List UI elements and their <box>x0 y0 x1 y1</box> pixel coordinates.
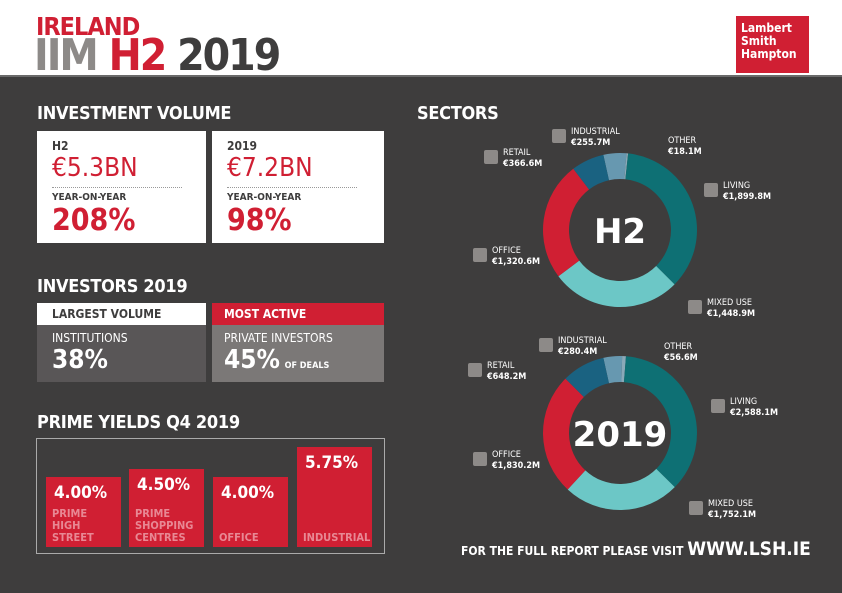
donut-slice-retail <box>573 154 609 190</box>
sector-label: LIVING €2,588.1M <box>730 397 779 418</box>
page-title: IIM H2 2019 <box>34 34 281 78</box>
yield-category: INDUSTRIAL <box>303 531 371 544</box>
title-iim: IIM <box>34 30 99 81</box>
sector-label: MIXED USE €1,752.1M <box>708 499 757 520</box>
sector-label: RETAIL €648.2M <box>487 361 527 382</box>
donut-slice-office <box>543 378 586 490</box>
sector-label: INDUSTRIAL €280.4M <box>558 336 607 357</box>
sector-label: OTHER €56.6M <box>664 342 698 363</box>
sector-label: MIXED USE €1,448.9M <box>707 298 756 319</box>
sector-label: OTHER €18.1M <box>668 136 702 157</box>
sectors-title: SECTORS <box>417 103 499 124</box>
yield-bar: 4.00% PRIME HIGH STREET <box>46 477 121 547</box>
yield-value: 4.00% <box>54 483 108 504</box>
yield-category: OFFICE <box>219 531 259 544</box>
donut-slice-office <box>542 168 590 277</box>
yield-category: PRIME SHOPPING CENTRES <box>135 507 194 544</box>
donut-slice-industrial <box>603 153 627 181</box>
donut-slice-living <box>623 356 697 488</box>
yield-category: PRIME HIGH STREET <box>52 507 94 544</box>
sector-icon <box>552 129 566 143</box>
donut-slice-industrial <box>603 355 623 384</box>
investment-title: INVESTMENT VOLUME <box>37 103 232 124</box>
sector-label: INDUSTRIAL €255.7M <box>571 127 620 148</box>
report-link[interactable]: WWW.LSH.IE <box>687 538 811 560</box>
sector-icon <box>711 399 725 413</box>
sector-label: RETAIL €366.6M <box>503 148 543 169</box>
yield-value: 5.75% <box>305 453 359 473</box>
yield-bar: 4.50% PRIME SHOPPING CENTRES <box>129 468 204 547</box>
yield-value: 4.50% <box>137 474 191 495</box>
donut-center-label: H2 <box>594 212 646 252</box>
yield-value: 4.00% <box>221 483 275 504</box>
sector-label: OFFICE €1,320.6M <box>492 246 541 267</box>
donut-slice-mixed-use <box>558 260 675 307</box>
sector-icon <box>473 452 487 466</box>
lsh-logo: Lambert Smith Hampton <box>736 16 809 73</box>
sector-label: LIVING €1,899.8M <box>723 181 772 202</box>
sector-icon <box>468 363 482 377</box>
header: IRELAND IIM H2 2019 Lambert Smith Hampton <box>0 0 842 78</box>
title-country: IRELAND <box>36 12 140 41</box>
prime-yields-chart: 4.00% PRIME HIGH STREET 4.50% PRIME SHOPPIN… <box>36 438 385 554</box>
investors-title: INVESTORS 2019 <box>37 276 188 297</box>
investment-card-h2: H2 €5.3BN YEAR-ON-YEAR 208% <box>37 131 206 243</box>
yield-bar: 4.00% OFFICE <box>213 477 288 547</box>
sector-icon <box>688 300 702 314</box>
title-year: 2019 <box>177 30 281 81</box>
sector-icon <box>539 338 553 352</box>
investment-card-2019: 2019 €7.2BN YEAR-ON-YEAR 98% <box>212 131 384 243</box>
footer: FOR THE FULL REPORT PLEASE VISIT WWW.LSH… <box>461 538 811 560</box>
sector-icon <box>689 501 703 515</box>
title-h2: H2 <box>108 30 168 81</box>
donut-slice-mixed-use <box>567 468 675 510</box>
sector-icon <box>473 248 487 262</box>
sector-icon <box>704 183 718 197</box>
donut-center-label: 2019 <box>573 415 668 455</box>
sector-icon <box>484 150 498 164</box>
largest-volume-card: LARGEST VOLUME INSTITUTIONS 38% <box>37 303 206 382</box>
sector-label: OFFICE €1,830.2M <box>492 450 541 471</box>
yield-bar: 5.75% INDUSTRIAL <box>297 447 372 547</box>
donut-slice-living <box>625 153 698 285</box>
most-active-card: MOST ACTIVE PRIVATE INVESTORS 45% OF DEAL… <box>212 303 384 382</box>
donut-slice-retail <box>565 357 609 398</box>
yields-title: PRIME YIELDS Q4 2019 <box>37 412 240 433</box>
donut-slice-other <box>621 356 626 383</box>
donut-slice-other <box>624 153 629 180</box>
